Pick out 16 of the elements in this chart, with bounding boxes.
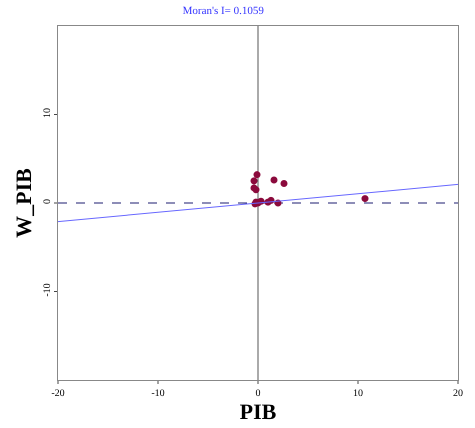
point	[362, 195, 368, 202]
point	[270, 176, 278, 184]
x-tick-label: -20	[51, 388, 65, 399]
point	[250, 177, 258, 184]
y-axis-title: W_PIB	[10, 168, 36, 238]
x-tick-label: 0	[256, 388, 260, 399]
point	[254, 171, 260, 178]
y-tick-label: 10	[42, 108, 53, 118]
x-tick-label: -10	[151, 388, 165, 399]
chart-title: Moran's I= 0.1059	[182, 5, 264, 18]
x-tick-label: 10	[353, 388, 363, 399]
x-tick-label: 20	[453, 388, 463, 399]
x-axis-title: PIB	[240, 399, 277, 424]
y-tick-label: -10	[42, 283, 53, 297]
y-tick-label: 0	[42, 199, 53, 204]
point	[280, 180, 288, 188]
